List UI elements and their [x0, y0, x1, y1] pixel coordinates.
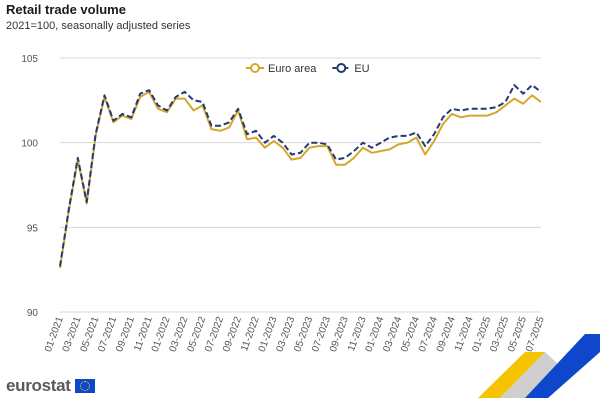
legend-label: EU: [354, 63, 369, 75]
y-tick-label: 100: [21, 139, 38, 150]
series-line-euro-area: [59, 90, 542, 269]
eurostat-logo: eurostat: [6, 376, 95, 396]
legend: Euro area EU: [246, 63, 370, 75]
eurostat-ribbon-graphic: [478, 334, 600, 398]
y-axis: 90 95 100 105: [21, 54, 38, 319]
eu-flag-icon: [74, 379, 95, 393]
legend-marker-icon: [250, 63, 260, 73]
series-line-eu: [59, 84, 542, 267]
grid-layer: [60, 57, 541, 313]
legend-marker-icon: [336, 63, 347, 73]
x-axis: 01-202103-202105-202107-202109-202111-20…: [43, 315, 547, 354]
legend-item-eu[interactable]: EU: [332, 63, 370, 75]
eurostat-logo-text: eurostat: [6, 376, 71, 395]
ribbon-blue: [525, 334, 600, 398]
ribbon-yellow: [478, 352, 545, 398]
series-layer: [59, 84, 542, 269]
chart-subtitle: 2021=100, seasonally adjusted series: [6, 20, 191, 32]
y-tick-label: 95: [27, 223, 39, 234]
legend-item-euro-area[interactable]: Euro area: [246, 63, 317, 75]
y-tick-label: 90: [27, 308, 39, 319]
ribbon-grey: [500, 352, 560, 398]
y-tick-label: 105: [21, 54, 38, 65]
legend-label: Euro area: [268, 63, 317, 75]
chart-title: Retail trade volume: [6, 2, 126, 17]
